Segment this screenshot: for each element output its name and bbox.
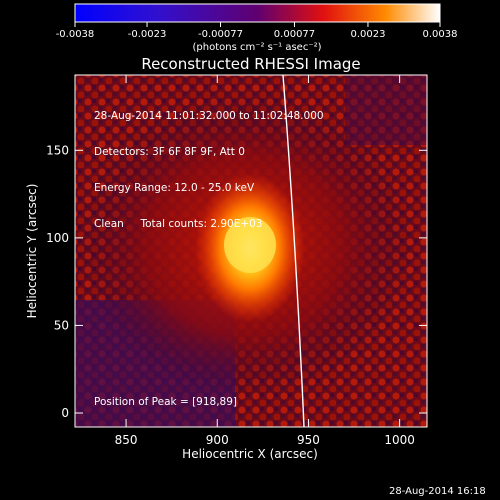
peak-position-text: Position of Peak = [918,89]	[94, 396, 238, 408]
detectors-text: Detectors: 3F 6F 8F 9F, Att 0	[94, 146, 245, 158]
x-tick-label: 1000	[384, 433, 415, 447]
axis-ticks: 850 900 950 1000 0 50 100 150	[46, 75, 427, 447]
observation-annotations: 28-Aug-2014 11:01:32.000 to 11:02:48.000…	[94, 86, 324, 242]
colorbar-tick-label: -0.00077	[198, 29, 243, 40]
colorbar-tick-label: 0.00077	[274, 29, 315, 40]
plot-frame	[74, 74, 428, 428]
x-tick-label: 950	[297, 433, 320, 447]
clean-counts-text: Clean Total counts: 2.90E+03	[94, 218, 263, 230]
colorbar-tick-label: -0.0038	[56, 29, 95, 40]
colorbar-tick-label: 0.0023	[350, 29, 385, 40]
x-axis-label: Heliocentric X (arcsec)	[182, 447, 318, 461]
solar-limb	[282, 75, 305, 427]
colorbar-unit-label: (photons cm⁻² s⁻¹ asec⁻²)	[192, 42, 321, 53]
y-axis-label: Heliocentric Y (arcsec)	[25, 184, 39, 319]
energy-range-text: Energy Range: 12.0 - 25.0 keV	[94, 182, 255, 194]
footer-timestamp: 28-Aug-2014 16:18	[389, 486, 486, 497]
y-tick-label: 150	[46, 143, 69, 157]
y-tick-label: 0	[61, 406, 69, 420]
y-tick-label: 50	[54, 318, 69, 332]
plot-title: Reconstructed RHESSI Image	[141, 55, 360, 73]
y-tick-label: 100	[46, 231, 69, 245]
colorbar-tick-label: -0.0023	[128, 29, 167, 40]
colorbar-tick-label: 0.0038	[423, 29, 458, 40]
time-range-text: 28-Aug-2014 11:01:32.000 to 11:02:48.000	[94, 110, 324, 122]
colorbar-ticks: -0.0038 -0.0023 -0.00077 0.00077 0.0023 0.003…	[56, 22, 458, 40]
colorbar	[74, 3, 441, 23]
x-tick-label: 850	[115, 433, 138, 447]
solar-image	[75, 75, 427, 427]
x-tick-label: 900	[206, 433, 229, 447]
